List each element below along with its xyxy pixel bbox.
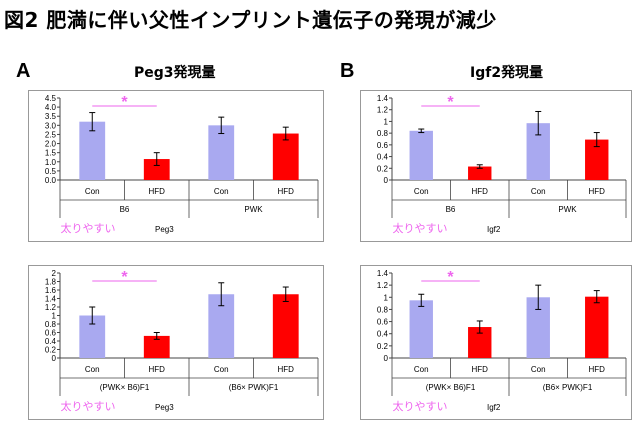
bar	[79, 121, 106, 180]
y-tick-label: 1.2	[377, 106, 389, 115]
bar	[468, 166, 492, 180]
y-tick-label: 1	[52, 312, 57, 321]
category-label: HFD	[472, 365, 489, 374]
y-tick-label: 1.5	[45, 149, 57, 158]
bar	[468, 327, 492, 358]
y-tick-label: 0.6	[377, 141, 389, 150]
y-tick-label: 1	[384, 117, 389, 126]
bar	[143, 335, 170, 358]
y-tick-label: 0.4	[45, 337, 57, 346]
y-tick-label: 0.2	[377, 342, 389, 351]
significance-star: *	[121, 269, 128, 286]
y-tick-label: 0.4	[377, 153, 389, 162]
y-tick-label: 1.4	[377, 269, 389, 278]
significance-star: *	[447, 94, 454, 111]
bar	[585, 296, 609, 358]
y-tick-label: 1.8	[45, 278, 57, 287]
igf2-f1-chart: 0 0.2 0.4 0.6 0.8 1 1.2 1.4 Con HFD Con HFD (PWK× B6…	[360, 265, 632, 420]
y-tick-label: 0	[52, 354, 57, 363]
y-tick-label: 0.2	[45, 346, 57, 355]
panel-b-letter: B	[340, 60, 355, 82]
category-label: Con	[414, 365, 429, 374]
category-label: HFD	[278, 187, 295, 196]
peg3-f1-chart: 00.20.40.60.811.21.41.61.82 Con HFD Con HFD (…	[28, 265, 324, 420]
bar	[409, 300, 433, 358]
category-label: Con	[531, 187, 546, 196]
annotation-label: 太りやすい	[393, 222, 448, 235]
category-label: Con	[214, 187, 229, 196]
significance-star: *	[447, 269, 454, 286]
y-tick-label: 1.2	[377, 281, 389, 290]
category-label: Con	[85, 365, 100, 374]
y-tick-label: 0.6	[377, 318, 389, 327]
bar	[272, 133, 299, 180]
bar	[272, 294, 299, 358]
y-tick-label: 1.6	[45, 286, 57, 295]
group-label: B6	[120, 205, 130, 214]
y-tick-label: 0.0	[45, 176, 57, 185]
category-label: HFD	[589, 187, 606, 196]
gene-label: Igf2	[487, 225, 501, 234]
y-tick-label: 0.2	[377, 164, 389, 173]
igf2-b6-pwk-chart: 0 0.2 0.4 0.6 0.8 1 1.2 1.4 Con HFD Con HFD B6 PWK 太りや…	[360, 90, 632, 242]
category-label: HFD	[589, 365, 606, 374]
y-tick-label: 3.5	[45, 112, 57, 121]
y-tick-label: 4.0	[45, 103, 57, 112]
gene-label: Igf2	[487, 403, 501, 412]
category-label: HFD	[149, 187, 166, 196]
panel-b-heading: Igf2発現量	[470, 65, 544, 81]
significance-star: *	[121, 94, 128, 111]
y-tick-label: 0.8	[377, 305, 389, 314]
y-tick-label: 3.0	[45, 121, 57, 130]
annotation-label: 太りやすい	[61, 400, 116, 413]
y-tick-label: 0.5	[45, 167, 57, 176]
category-label: Con	[214, 365, 229, 374]
y-tick-label: 2.0	[45, 140, 57, 149]
bar	[585, 139, 609, 180]
y-tick-label: 0.6	[45, 329, 57, 338]
y-tick-label: 1.4	[45, 295, 57, 304]
group-label: PWK	[244, 205, 263, 214]
y-tick-label: 0.8	[45, 320, 57, 329]
category-label: HFD	[278, 365, 295, 374]
category-label: Con	[85, 187, 100, 196]
peg3-b6-pwk-chart: 0.00.51.01.52.02.53.03.54.04.5 Con HFD Con H…	[28, 90, 324, 242]
y-tick-label: 1.0	[45, 158, 57, 167]
bar	[526, 297, 550, 358]
bar	[143, 159, 170, 180]
y-tick-label: 0	[384, 176, 389, 185]
group-label: PWK	[558, 205, 577, 214]
group-label: (B6× PWK)F1	[543, 383, 593, 392]
group-label: (PWK× B6)F1	[426, 383, 476, 392]
bar	[526, 123, 550, 180]
y-tick-label: 4.5	[45, 94, 57, 103]
y-tick-label: 1.2	[45, 303, 57, 312]
annotation-label: 太りやすい	[61, 222, 116, 235]
category-label: HFD	[472, 187, 489, 196]
gene-label: Peg3	[155, 403, 174, 412]
y-tick-label: 1	[384, 293, 389, 302]
y-tick-label: 0	[384, 354, 389, 363]
bar	[409, 130, 433, 180]
y-tick-label: 0.8	[377, 129, 389, 138]
group-label: (PWK× B6)F1	[100, 383, 150, 392]
category-label: HFD	[149, 365, 166, 374]
gene-label: Peg3	[155, 225, 174, 234]
y-tick-label: 2.5	[45, 130, 57, 139]
group-label: B6	[446, 205, 456, 214]
annotation-label: 太りやすい	[393, 400, 448, 413]
panel-a-heading: Peg3発現量	[134, 65, 216, 81]
figure-title: 図2 肥満に伴い父性インプリント遺伝子の発現が減少	[4, 8, 497, 32]
bar	[208, 125, 235, 180]
y-tick-label: 0.4	[377, 330, 389, 339]
category-label: Con	[531, 365, 546, 374]
category-label: Con	[414, 187, 429, 196]
panel-a-letter: A	[16, 60, 31, 82]
y-tick-label: 2	[52, 269, 57, 278]
y-tick-label: 1.4	[377, 94, 389, 103]
group-label: (B6× PWK)F1	[229, 383, 279, 392]
